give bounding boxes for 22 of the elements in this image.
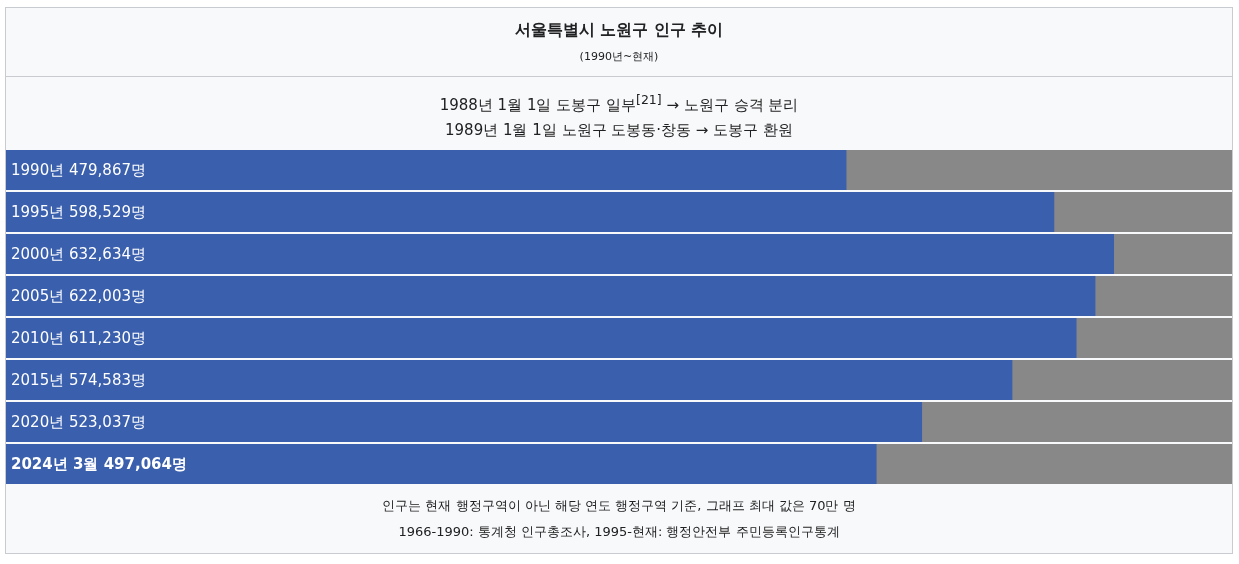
text: 1988년 1월 1일 도봉구 일부$^{[21]}$ → 노원구 승격 분리 bbox=[438, 91, 800, 116]
chart-subtitle: (1990년~현재) bbox=[578, 49, 660, 64]
data-label: 611,230명 bbox=[68, 329, 146, 347]
data-label: 598,529명 bbox=[68, 203, 146, 221]
y-tick-label: 2015년 bbox=[11, 371, 65, 389]
y-tick-label: 2024년 3월 bbox=[11, 455, 99, 473]
text: 인구는 현재 행정구역이 아닌 해당 연도 행정구역 기준, 그래프 최대 값은 70만 명 bbox=[381, 497, 857, 515]
y-tick-label: 2010년 bbox=[11, 329, 65, 347]
data-label: 574,583명 bbox=[68, 371, 146, 389]
chart-title: 서울특별시 노원구 인구 추이 bbox=[513, 19, 725, 41]
data-label: 523,037명 bbox=[68, 413, 146, 431]
data-label: 479,867명 bbox=[68, 161, 146, 179]
data-label: 622,003명 bbox=[68, 287, 146, 305]
y-tick-label: 1990년 bbox=[11, 161, 65, 179]
data-label: 632,634명 bbox=[68, 245, 146, 263]
y-tick-label: 2005년 bbox=[11, 287, 65, 305]
text: 1966-1990: 통계청 인구총조사, 1995-현재: 행정안전부 주민등록인구통계 bbox=[397, 523, 841, 541]
y-tick-label: 1995년 bbox=[11, 203, 65, 221]
text: 1989년 1월 1일 노원구 도봉동·창동 → 도봉구 환원 bbox=[444, 120, 794, 141]
y-tick-label: 2000년 bbox=[11, 245, 65, 263]
y-tick-label: 2020년 bbox=[11, 413, 65, 431]
data-label: 497,064명 bbox=[103, 455, 187, 473]
